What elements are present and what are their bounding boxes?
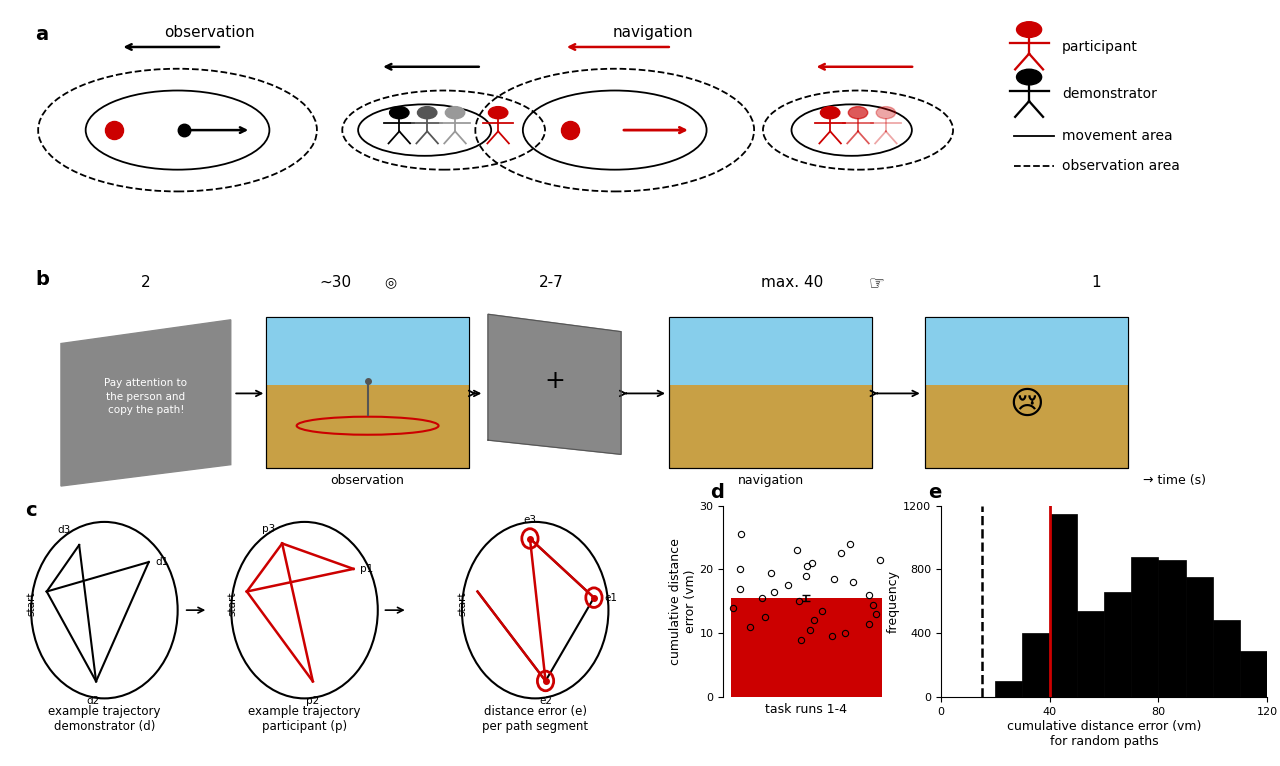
Text: start: start xyxy=(27,591,37,616)
Text: 2: 2 xyxy=(141,275,151,290)
Bar xyxy=(731,598,882,697)
Text: b: b xyxy=(36,270,50,289)
Text: start: start xyxy=(457,591,467,616)
Bar xyxy=(1213,620,1240,697)
Text: navigation: navigation xyxy=(612,25,692,40)
Polygon shape xyxy=(61,320,230,486)
Text: Pay attention to
the person and
copy the path!: Pay attention to the person and copy the… xyxy=(105,378,187,414)
Text: p1: p1 xyxy=(360,564,374,574)
Bar xyxy=(1240,651,1267,697)
Bar xyxy=(925,317,1128,468)
Text: p3: p3 xyxy=(262,524,275,534)
X-axis label: cumulative distance error (vm)
for random paths: cumulative distance error (vm) for rando… xyxy=(1007,719,1201,748)
Bar xyxy=(669,317,872,468)
Text: d3: d3 xyxy=(58,525,70,535)
Bar xyxy=(1103,591,1132,697)
Bar xyxy=(1158,560,1185,697)
Text: distance error (e)
per path segment: distance error (e) per path segment xyxy=(483,705,589,733)
Text: e3: e3 xyxy=(524,515,536,525)
Text: ☞: ☞ xyxy=(869,275,884,293)
Text: observation: observation xyxy=(164,25,255,40)
Circle shape xyxy=(877,106,896,119)
Text: demonstrator: demonstrator xyxy=(1062,87,1157,101)
Y-axis label: frequency: frequency xyxy=(887,570,900,633)
Text: p2: p2 xyxy=(306,696,320,706)
Text: ◎: ◎ xyxy=(384,275,397,289)
Bar xyxy=(266,317,468,468)
Text: d2: d2 xyxy=(86,696,100,706)
Text: d: d xyxy=(710,483,724,502)
Text: 1: 1 xyxy=(1092,275,1101,290)
Text: d1: d1 xyxy=(156,557,169,567)
Bar xyxy=(669,317,872,468)
Text: example trajectory
demonstrator (d): example trajectory demonstrator (d) xyxy=(49,705,160,733)
Text: start: start xyxy=(227,591,237,616)
Bar xyxy=(1076,611,1103,697)
Circle shape xyxy=(445,106,465,119)
Text: e1: e1 xyxy=(605,593,618,603)
Text: observation: observation xyxy=(330,474,404,487)
Text: navigation: navigation xyxy=(737,474,804,487)
Bar xyxy=(1185,578,1213,697)
Circle shape xyxy=(389,106,410,119)
Circle shape xyxy=(820,106,840,119)
Text: 😢: 😢 xyxy=(1009,388,1044,421)
Text: example trajectory
participant (p): example trajectory participant (p) xyxy=(248,705,361,733)
Text: 2-7: 2-7 xyxy=(539,275,563,290)
Polygon shape xyxy=(488,314,621,454)
Text: e2: e2 xyxy=(539,696,552,705)
Text: max. 40: max. 40 xyxy=(762,275,823,290)
Circle shape xyxy=(1016,69,1042,85)
Bar xyxy=(266,317,468,385)
Bar xyxy=(1023,633,1050,697)
Text: participant: participant xyxy=(1062,40,1138,54)
Text: c: c xyxy=(26,502,37,520)
Text: ~30: ~30 xyxy=(320,275,352,290)
Text: a: a xyxy=(36,25,49,44)
Circle shape xyxy=(849,106,868,119)
Circle shape xyxy=(417,106,436,119)
Text: → time (s): → time (s) xyxy=(1143,474,1206,487)
Circle shape xyxy=(1016,21,1042,38)
Bar xyxy=(669,317,872,385)
Text: +: + xyxy=(544,369,564,393)
Text: movement area: movement area xyxy=(1062,129,1172,143)
Circle shape xyxy=(489,106,508,119)
Text: observation area: observation area xyxy=(1062,159,1180,172)
Y-axis label: cumulative distance
error (vm): cumulative distance error (vm) xyxy=(668,538,696,665)
Bar xyxy=(1132,557,1158,697)
X-axis label: task runs 1-4: task runs 1-4 xyxy=(765,702,847,715)
Text: e: e xyxy=(928,483,941,502)
Bar xyxy=(925,317,1128,468)
Bar xyxy=(1050,513,1076,697)
Bar xyxy=(925,317,1128,385)
Bar xyxy=(996,681,1023,697)
Bar xyxy=(266,317,468,468)
